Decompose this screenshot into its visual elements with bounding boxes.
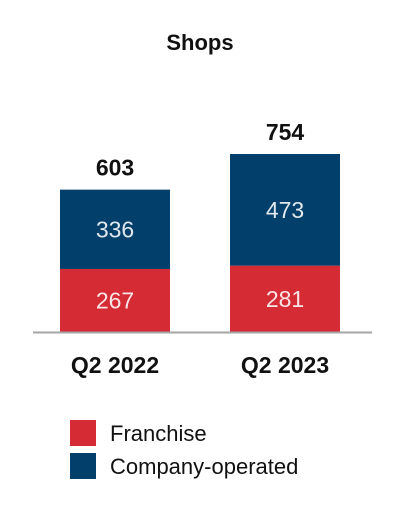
data-label-company-operated-1: 336 bbox=[96, 216, 134, 242]
bar-franchise-2 bbox=[230, 265, 340, 332]
bars-group bbox=[60, 154, 340, 332]
legend-swatch-company-operated bbox=[70, 453, 96, 479]
total-label-1: 603 bbox=[96, 155, 134, 181]
legend: Franchise Company-operated bbox=[70, 420, 298, 479]
bar-company-operated-2 bbox=[230, 154, 340, 266]
legend-label-company-operated: Company-operated bbox=[110, 454, 298, 479]
data-label-franchise-1: 267 bbox=[96, 287, 134, 313]
legend-label-franchise: Franchise bbox=[110, 421, 207, 446]
category-label-1: Q2 2022 bbox=[71, 352, 159, 378]
legend-swatch-franchise bbox=[70, 420, 96, 446]
category-label-2: Q2 2023 bbox=[241, 352, 329, 378]
total-label-2: 754 bbox=[266, 119, 305, 145]
data-label-franchise-2: 281 bbox=[266, 286, 304, 312]
data-label-company-operated-2: 473 bbox=[266, 197, 304, 223]
labels-group: 267 336 603 Q2 2022 281 473 754 Q2 2023 bbox=[71, 119, 329, 378]
chart-title: Shops bbox=[166, 30, 233, 55]
bar-franchise-1 bbox=[60, 268, 170, 332]
bar-company-operated-1 bbox=[60, 189, 170, 269]
